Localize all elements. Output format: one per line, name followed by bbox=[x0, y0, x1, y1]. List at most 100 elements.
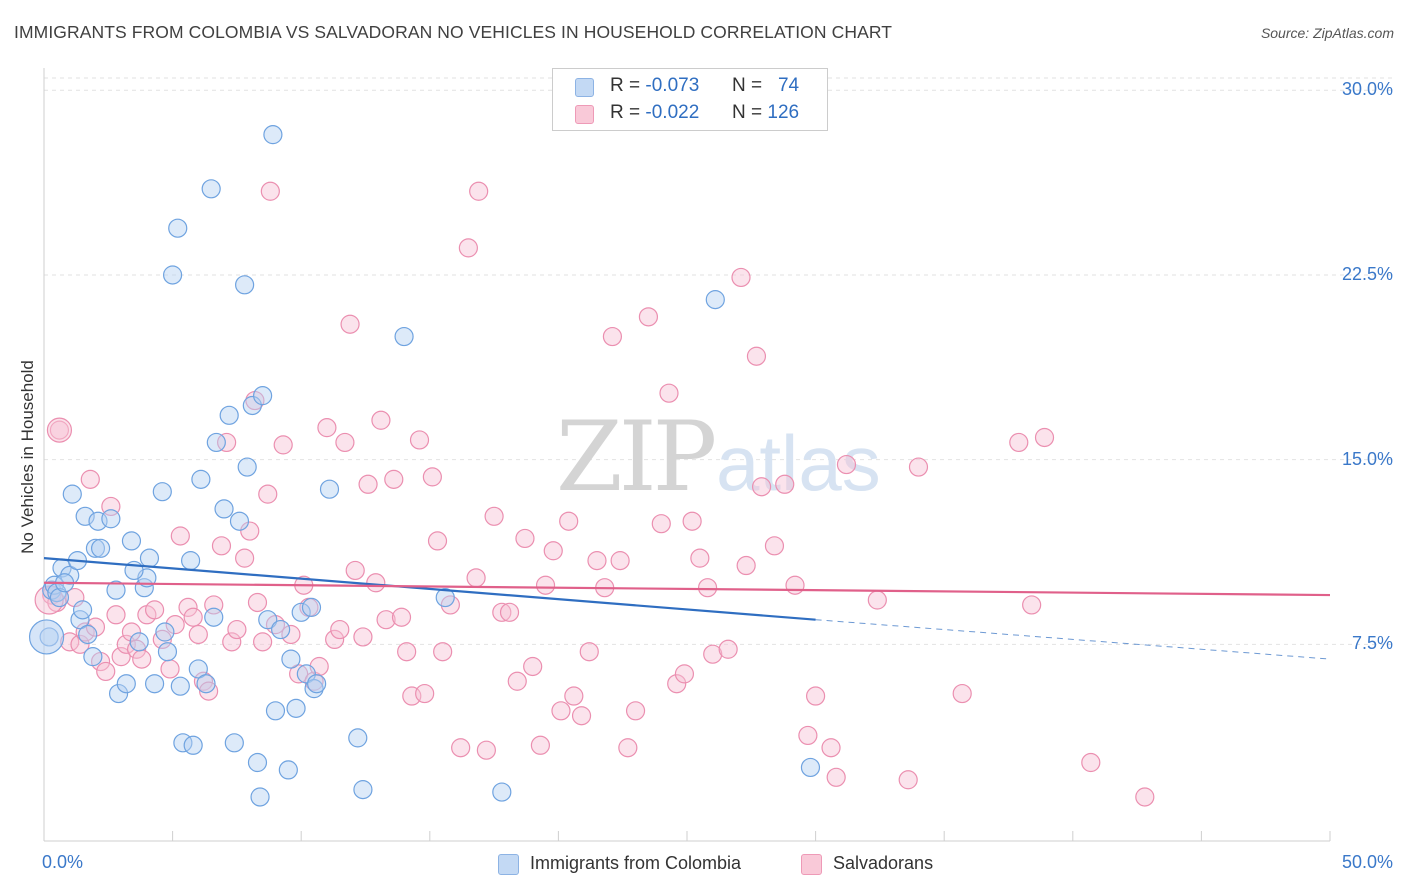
y-tick-label: 7.5% bbox=[1351, 633, 1393, 654]
data-point bbox=[247, 592, 268, 613]
data-point bbox=[170, 526, 190, 546]
data-point bbox=[163, 265, 183, 285]
data-point bbox=[371, 410, 391, 430]
data-point bbox=[258, 610, 278, 630]
data-point bbox=[188, 659, 208, 679]
data-point bbox=[384, 469, 404, 489]
data-point bbox=[253, 386, 273, 406]
data-point bbox=[638, 307, 659, 327]
data-point bbox=[785, 575, 805, 595]
data-point bbox=[427, 531, 448, 551]
bottom-legend-swatch-pink bbox=[801, 854, 822, 875]
data-point bbox=[492, 602, 512, 622]
bottom-legend-label: Immigrants from Colombia bbox=[530, 853, 742, 873]
data-point bbox=[867, 590, 887, 610]
data-point bbox=[273, 435, 293, 455]
data-point bbox=[281, 649, 301, 669]
data-point bbox=[78, 624, 98, 645]
data-point bbox=[286, 698, 306, 718]
data-point bbox=[667, 674, 687, 694]
data-point bbox=[530, 735, 550, 755]
data-point bbox=[224, 733, 244, 753]
data-point bbox=[391, 607, 412, 627]
data-point bbox=[705, 290, 725, 310]
data-point bbox=[75, 622, 95, 642]
data-point bbox=[253, 632, 273, 652]
data-point bbox=[1135, 787, 1155, 807]
data-point bbox=[258, 484, 278, 504]
data-point bbox=[1022, 595, 1042, 615]
data-point bbox=[826, 767, 846, 787]
data-point bbox=[152, 629, 172, 650]
data-point bbox=[376, 610, 396, 630]
data-point bbox=[952, 683, 972, 704]
data-point bbox=[170, 676, 190, 696]
data-point bbox=[111, 647, 131, 667]
data-point bbox=[90, 538, 111, 558]
data-point bbox=[265, 701, 286, 721]
data-point bbox=[340, 314, 360, 334]
data-point bbox=[96, 661, 116, 682]
data-point bbox=[394, 326, 414, 347]
bottom-legend-swatch-blue bbox=[498, 854, 519, 875]
trend-lines bbox=[43, 557, 1331, 660]
data-point bbox=[908, 457, 929, 477]
data-point bbox=[535, 575, 556, 595]
data-point bbox=[348, 728, 368, 748]
data-point bbox=[121, 531, 142, 551]
data-point bbox=[674, 664, 695, 684]
data-point bbox=[602, 326, 623, 347]
legend-r-value: -0.073 bbox=[645, 75, 700, 96]
data-point bbox=[235, 275, 255, 295]
data-point bbox=[304, 671, 324, 691]
data-point bbox=[126, 639, 147, 659]
data-point bbox=[101, 509, 121, 529]
legend-swatch-pink bbox=[575, 105, 594, 124]
legend-n-value: 74 bbox=[777, 75, 800, 96]
data-point bbox=[366, 573, 386, 593]
watermark-atlas: atlas bbox=[716, 419, 881, 507]
data-point bbox=[325, 629, 345, 650]
data-point bbox=[106, 605, 126, 625]
data-point bbox=[296, 664, 316, 684]
data-point bbox=[821, 738, 841, 758]
data-point bbox=[335, 432, 355, 453]
data-point bbox=[682, 511, 702, 531]
legend-n-label: N = bbox=[732, 102, 763, 123]
data-point bbox=[219, 405, 239, 425]
data-point bbox=[458, 238, 478, 258]
data-point bbox=[144, 674, 165, 694]
data-point bbox=[49, 587, 70, 608]
data-point bbox=[571, 706, 592, 726]
data-point bbox=[718, 639, 738, 659]
data-point bbox=[731, 267, 751, 288]
data-point bbox=[469, 181, 489, 201]
data-point bbox=[515, 528, 535, 549]
data-point bbox=[746, 346, 767, 366]
data-point bbox=[409, 430, 430, 450]
data-point bbox=[1009, 432, 1029, 453]
data-point bbox=[237, 457, 257, 477]
watermark-zip: ZIP bbox=[556, 401, 715, 513]
data-point bbox=[397, 642, 417, 662]
salvadorans-trend-line bbox=[43, 581, 1331, 597]
data-point bbox=[358, 474, 378, 494]
data-point bbox=[697, 578, 718, 598]
data-point bbox=[116, 674, 136, 694]
data-point bbox=[625, 701, 646, 721]
data-point-large bbox=[46, 417, 73, 443]
x-tick-label: 0.0% bbox=[42, 852, 84, 872]
data-point bbox=[281, 624, 301, 645]
salvadorans-points bbox=[34, 181, 1155, 807]
data-point bbox=[229, 511, 250, 531]
data-point bbox=[898, 770, 918, 790]
legend-r-value: -0.022 bbox=[645, 102, 700, 123]
data-point bbox=[559, 511, 579, 531]
y-axis-title: No Vehicles in Household bbox=[18, 360, 37, 554]
legend-swatch-blue bbox=[575, 78, 594, 97]
data-point bbox=[291, 602, 311, 622]
data-point bbox=[775, 474, 795, 494]
data-point bbox=[240, 521, 260, 541]
data-point bbox=[345, 560, 365, 581]
